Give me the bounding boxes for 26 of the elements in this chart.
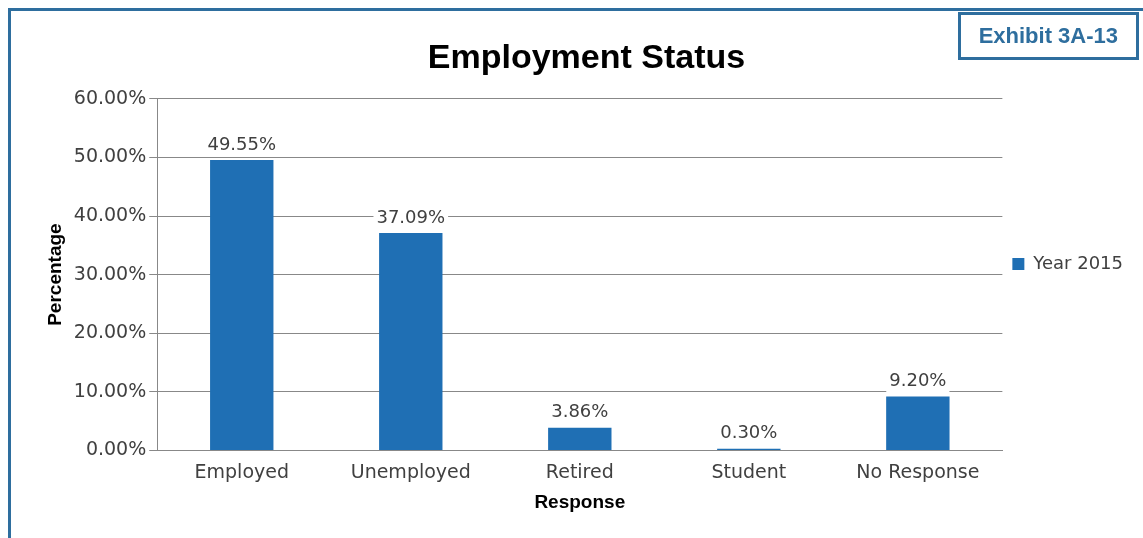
data-label: 37.09% (376, 205, 446, 227)
y-tick-label: 40.00% (73, 202, 147, 225)
x-tick-label: Unemployed (350, 459, 471, 482)
y-tick-label: 30.00% (73, 261, 147, 284)
chart-title: Employment Status (427, 36, 746, 75)
text: Exhibit 3A-13 (957, 12, 1139, 60)
y-tick-label: 10.00% (73, 378, 147, 401)
x-tick-label: No Response (856, 459, 980, 482)
y-tick-label: 50.00% (73, 144, 147, 167)
y-tick-label: 60.00% (73, 85, 147, 108)
y-axis-title: Percentage (43, 223, 65, 326)
x-tick-label: Student (711, 459, 787, 482)
bar (548, 427, 612, 450)
x-axis-title: Response (534, 490, 626, 512)
x-tick-label: Employed (194, 459, 289, 482)
data-label: 3.86% (551, 400, 609, 422)
y-tick-label: 20.00% (73, 320, 147, 343)
data-label: 0.30% (720, 421, 778, 443)
y-tick-label: 0.00% (85, 437, 147, 460)
data-label: 49.55% (207, 132, 277, 154)
data-label: 9.20% (889, 369, 947, 391)
bar (886, 396, 950, 450)
bar (379, 233, 443, 450)
legend-label: Year 2015 (1032, 251, 1123, 273)
x-tick-label: Retired (545, 459, 614, 482)
bar (210, 160, 274, 450)
